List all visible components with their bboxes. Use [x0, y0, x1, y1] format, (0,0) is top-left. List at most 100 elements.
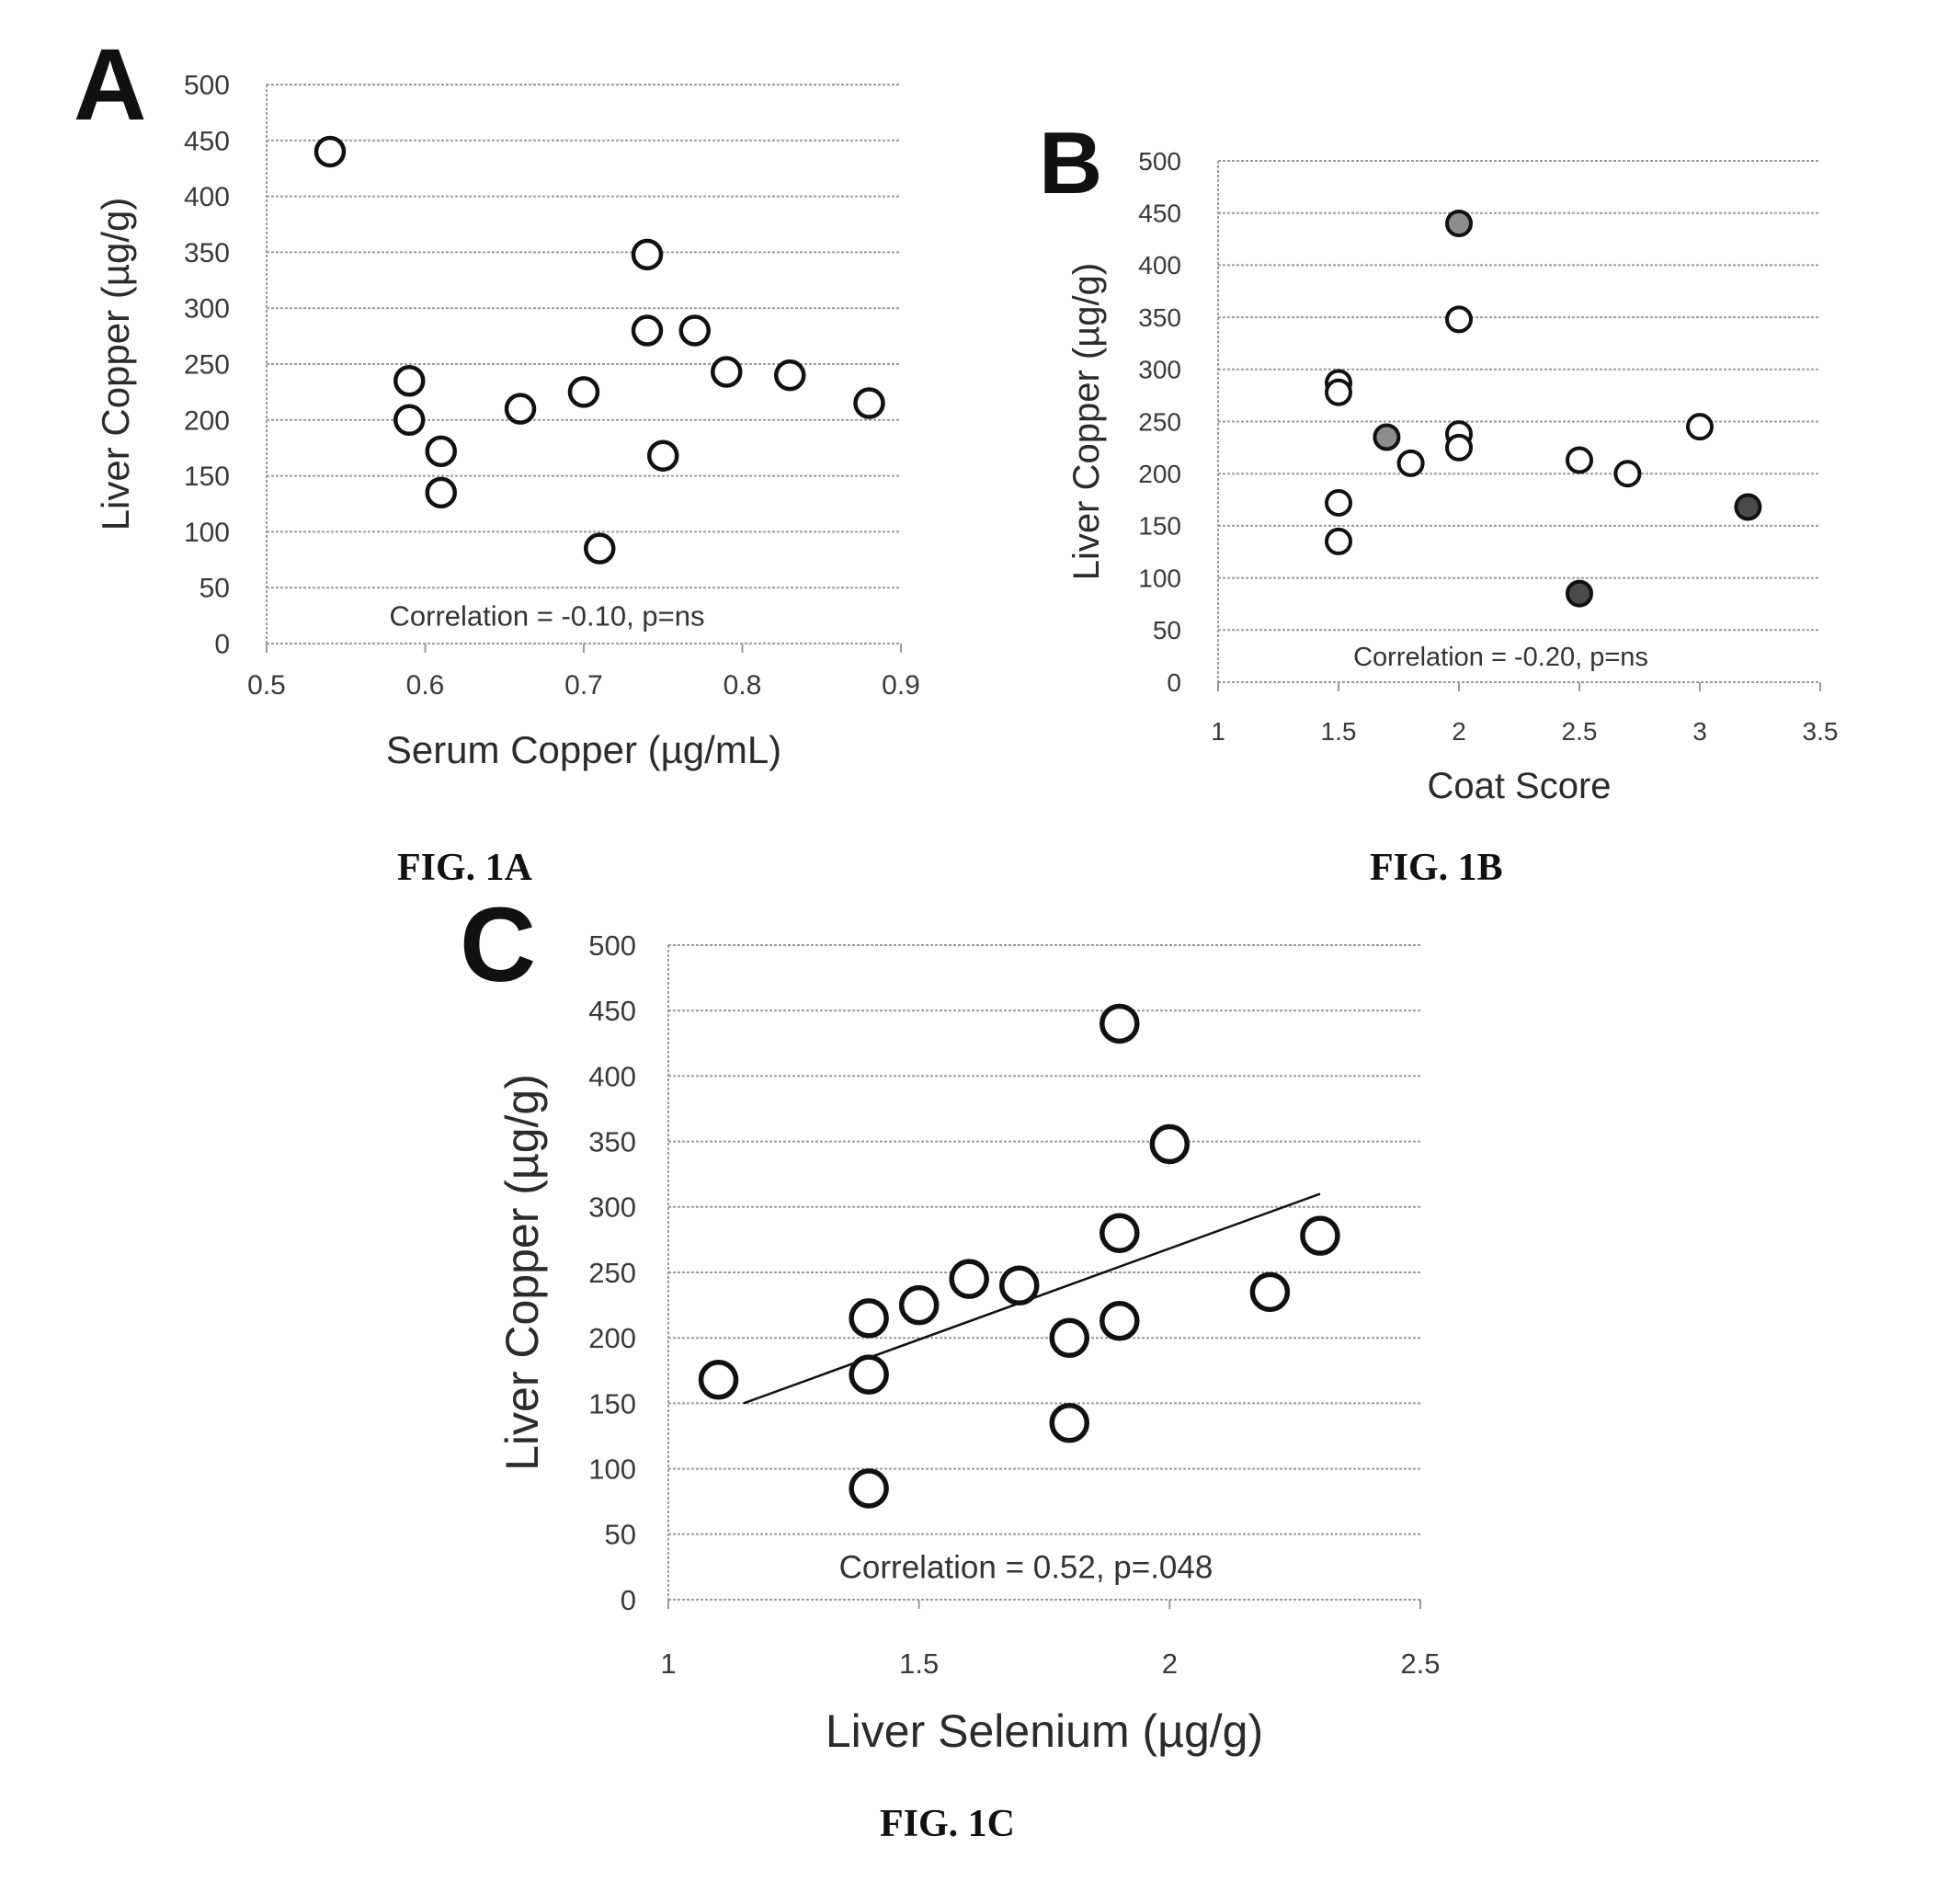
x-axis-label: Liver Selenium (µg/g) [826, 1705, 1263, 1757]
data-point [1002, 1268, 1037, 1303]
panel-letter: A [74, 29, 146, 142]
scatter-chart-c: C05010015020025030035040045050011.522.5L… [460, 906, 1489, 1788]
panel-letter: B [1039, 114, 1102, 212]
data-point [586, 535, 613, 563]
data-point [1399, 451, 1423, 475]
y-tick-label: 400 [184, 182, 230, 212]
data-point [1374, 426, 1398, 450]
y-tick-label: 500 [184, 71, 230, 101]
y-tick-label: 100 [588, 1453, 636, 1485]
x-tick-label: 1 [660, 1647, 676, 1680]
y-tick-label: 450 [184, 126, 230, 156]
figure-caption-a: FIG. 1A [397, 846, 532, 890]
data-point [1102, 1215, 1137, 1250]
x-tick-label: 0.9 [882, 670, 920, 701]
data-point [1688, 415, 1712, 439]
data-point [1102, 1304, 1137, 1339]
x-tick-label: 1.5 [1321, 717, 1357, 746]
data-point [951, 1261, 986, 1296]
data-point [570, 378, 598, 405]
data-point [1327, 530, 1350, 553]
y-tick-label: 450 [588, 995, 636, 1027]
data-point [902, 1288, 937, 1323]
y-tick-label: 350 [1138, 303, 1181, 332]
y-tick-label: 50 [199, 574, 230, 604]
data-point [507, 395, 534, 423]
scatter-chart-a: A 0 50 100 150 200 250 300 350 400 450 500 0.5 0.6 0.7… [0, 0, 956, 827]
data-point [712, 359, 740, 386]
data-point [1102, 1006, 1137, 1041]
correlation-annotation: Correlation = -0.20, p=ns [1353, 643, 1648, 672]
y-tick-label: 0 [1167, 668, 1181, 697]
data-point [856, 390, 883, 417]
data-point [1052, 1406, 1087, 1441]
x-tick-label: 0.6 [406, 670, 445, 701]
y-tick-label: 300 [1138, 356, 1181, 384]
data-point [1447, 436, 1471, 460]
data-point [427, 438, 455, 465]
data-point [701, 1362, 736, 1397]
x-axis-label: Serum Copper (µg/mL) [386, 728, 781, 771]
x-tick-label: 2.5 [1400, 1647, 1440, 1680]
y-axis-label: Liver Copper (µg/g) [94, 198, 137, 531]
y-axis-label: Liver Copper (µg/g) [496, 1074, 548, 1471]
panel-letter: C [460, 886, 536, 1004]
data-point [1252, 1274, 1287, 1309]
data-point [316, 138, 344, 165]
y-tick-label: 250 [588, 1257, 636, 1289]
data-point [1447, 307, 1471, 331]
y-axis-label: Liver Copper (µg/g) [1066, 263, 1107, 580]
data-point [1327, 381, 1350, 405]
data-point [395, 367, 423, 394]
y-tick-label: 100 [1138, 564, 1181, 592]
x-tick-label: 1 [1211, 717, 1225, 746]
correlation-annotation: Correlation = 0.52, p=.048 [839, 1550, 1213, 1586]
y-tick-label: 150 [588, 1387, 636, 1419]
y-tick-label: 300 [184, 294, 230, 325]
y-tick-label: 100 [184, 518, 230, 548]
y-tick-label: 200 [184, 405, 230, 436]
data-point [1447, 211, 1471, 235]
data-point [427, 479, 455, 507]
data-point [776, 361, 803, 389]
data-point [1567, 448, 1591, 472]
y-tick-label: 300 [588, 1191, 636, 1224]
y-tick-label: 50 [605, 1519, 636, 1551]
data-point [851, 1471, 886, 1506]
x-tick-label: 2 [1452, 717, 1466, 746]
y-tick-label: 350 [588, 1125, 636, 1157]
x-tick-label: 3.5 [1803, 717, 1839, 746]
y-tick-label: 450 [1138, 200, 1181, 228]
x-tick-label: 3 [1692, 717, 1707, 746]
x-tick-label: 0.7 [564, 670, 603, 701]
x-tick-label: 0.5 [247, 670, 286, 701]
y-tick-label: 200 [588, 1322, 636, 1354]
data-point [1327, 491, 1350, 515]
y-tick-label: 250 [1138, 407, 1181, 436]
x-axis-label: Coat Score [1427, 766, 1611, 806]
x-tick-label: 1.5 [899, 1647, 939, 1680]
y-tick-label: 150 [1138, 512, 1181, 541]
y-tick-label: 250 [184, 350, 230, 381]
correlation-annotation: Correlation = -0.10, p=ns [390, 599, 705, 632]
data-point [633, 241, 661, 268]
data-point [1052, 1320, 1087, 1355]
y-tick-label: 400 [588, 1060, 636, 1092]
data-point [1615, 462, 1639, 485]
y-tick-label: 500 [588, 929, 636, 962]
data-point [851, 1357, 886, 1392]
y-tick-label: 0 [214, 630, 230, 660]
data-point [851, 1301, 886, 1336]
data-point [395, 406, 423, 434]
x-tick-label: 0.8 [724, 670, 762, 701]
y-tick-label: 0 [621, 1584, 636, 1616]
y-tick-label: 500 [1138, 147, 1181, 176]
data-point [681, 317, 709, 345]
data-point [633, 317, 661, 345]
y-tick-label: 150 [184, 462, 230, 492]
y-tick-label: 200 [1138, 460, 1181, 488]
y-tick-label: 400 [1138, 251, 1181, 279]
y-tick-label: 50 [1153, 616, 1181, 644]
y-tick-label: 350 [184, 238, 230, 268]
data-point [1567, 582, 1591, 606]
